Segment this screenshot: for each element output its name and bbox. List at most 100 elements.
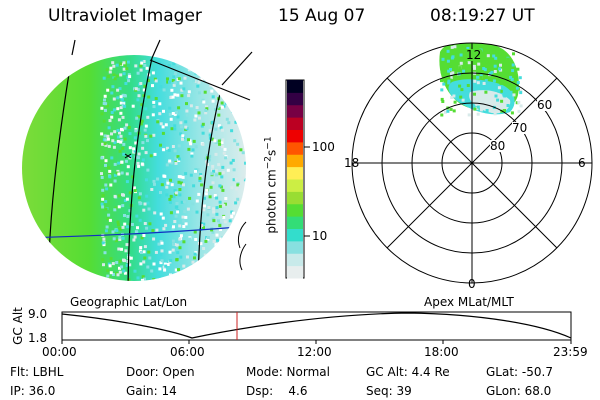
image-pixel xyxy=(163,262,167,266)
image-pixel xyxy=(169,273,172,277)
image-pixel xyxy=(106,269,110,273)
image-pixel xyxy=(207,261,211,265)
image-pixel xyxy=(112,64,116,68)
image-pixel xyxy=(145,66,149,70)
image-pixel xyxy=(173,81,177,85)
image-pixel xyxy=(218,142,222,146)
image-pixel xyxy=(169,117,173,121)
image-pixel xyxy=(184,125,188,129)
image-pixel xyxy=(173,124,177,128)
colorbar xyxy=(285,79,310,279)
mlat-label-60: 60 xyxy=(537,98,553,112)
image-pixel xyxy=(127,73,131,77)
image-pixel xyxy=(179,121,183,125)
image-pixel xyxy=(184,120,188,124)
image-pixel xyxy=(158,194,162,198)
image-pixel xyxy=(143,202,147,206)
image-pixel xyxy=(200,124,204,128)
image-pixel xyxy=(145,226,149,230)
image-pixel xyxy=(206,213,210,217)
image-pixel xyxy=(229,245,232,249)
filter-info: Flt: LBHL xyxy=(10,365,64,379)
image-pixel xyxy=(238,100,242,104)
image-pixel xyxy=(112,145,116,149)
image-pixel xyxy=(246,101,249,104)
image-pixel xyxy=(164,279,168,281)
image-pixel xyxy=(173,189,177,192)
image-pixel xyxy=(107,166,111,170)
image-pixel xyxy=(242,129,246,133)
image-pixel xyxy=(123,94,126,97)
image-pixel xyxy=(235,84,238,88)
colorbar-unit-sup2: −1 xyxy=(263,136,274,150)
image-pixel xyxy=(484,90,488,94)
image-pixel xyxy=(224,101,228,104)
image-pixel xyxy=(140,61,144,65)
colorbar-cell xyxy=(287,265,303,279)
image-pixel xyxy=(200,224,204,227)
image-pixel xyxy=(101,197,105,201)
image-pixel xyxy=(219,270,223,274)
image-pixel xyxy=(440,88,444,92)
image-pixel xyxy=(144,107,148,111)
image-pixel xyxy=(192,139,196,143)
image-pixel xyxy=(476,105,480,109)
image-pixel xyxy=(213,194,217,197)
image-pixel xyxy=(119,95,123,99)
image-pixel xyxy=(179,81,183,85)
image-pixel xyxy=(222,104,226,108)
image-pixel xyxy=(208,195,212,199)
image-pixel xyxy=(113,194,117,198)
image-pixel xyxy=(107,126,111,130)
image-pixel xyxy=(224,287,227,290)
image-pixel xyxy=(146,201,150,205)
image-pixel xyxy=(453,100,457,104)
image-pixel xyxy=(174,275,178,279)
image-pixel xyxy=(191,202,195,206)
image-pixel xyxy=(239,71,243,75)
image-pixel xyxy=(141,278,144,281)
image-pixel xyxy=(449,76,453,80)
image-pixel xyxy=(134,141,138,145)
image-pixel xyxy=(202,222,206,226)
image-pixel xyxy=(167,64,171,68)
image-pixel xyxy=(165,185,169,189)
image-pixel xyxy=(195,106,199,109)
image-pixel xyxy=(196,84,200,88)
image-pixel xyxy=(220,175,224,179)
image-pixel xyxy=(180,94,184,98)
image-pixel xyxy=(210,172,214,176)
image-pixel xyxy=(213,272,217,276)
image-pixel xyxy=(458,66,462,70)
x-tick-2359: 23:59 xyxy=(553,345,588,359)
image-pixel xyxy=(473,107,477,111)
image-pixel xyxy=(113,141,117,145)
image-pixel xyxy=(124,159,128,163)
image-pixel xyxy=(193,256,196,260)
image-pixel xyxy=(138,192,142,196)
image-pixel xyxy=(519,89,523,93)
image-pixel xyxy=(485,109,489,112)
image-pixel xyxy=(250,94,253,97)
image-pixel xyxy=(141,275,145,279)
image-pixel xyxy=(142,60,146,63)
image-pixel xyxy=(153,182,156,186)
image-pixel xyxy=(151,84,154,88)
image-pixel xyxy=(185,64,188,68)
gc-alt-info: GC Alt: 4.4 Re xyxy=(366,365,450,379)
image-pixel xyxy=(239,213,243,216)
image-pixel xyxy=(245,145,246,149)
image-pixel xyxy=(515,101,519,105)
image-pixel xyxy=(170,276,174,280)
image-pixel xyxy=(133,136,137,140)
image-pixel xyxy=(230,263,234,267)
image-pixel xyxy=(156,177,160,181)
image-pixel xyxy=(206,74,210,78)
image-pixel xyxy=(123,63,127,67)
image-pixel xyxy=(519,104,523,108)
image-pixel xyxy=(237,91,241,95)
image-pixel xyxy=(226,73,230,77)
image-pixel xyxy=(116,135,120,139)
image-pixel xyxy=(110,111,114,114)
image-pixel xyxy=(217,124,221,128)
